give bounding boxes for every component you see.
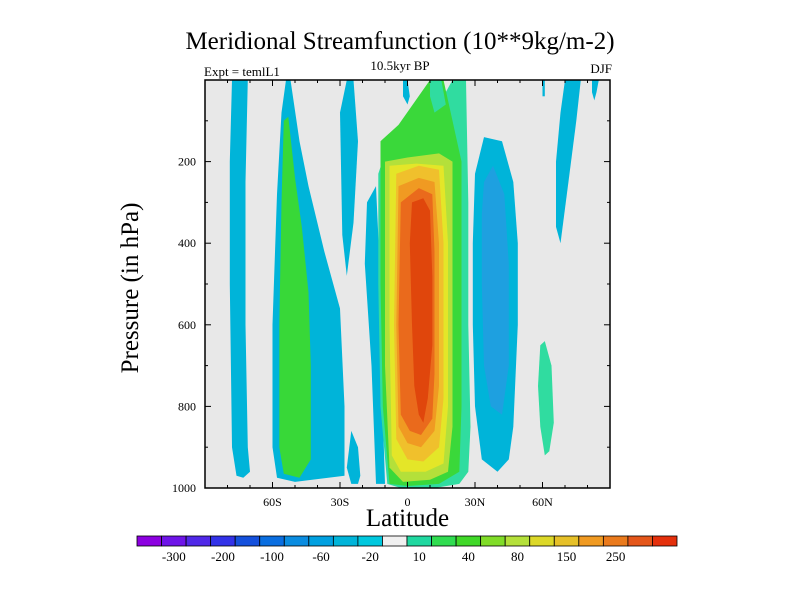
colorbar-swatch <box>406 535 432 547</box>
y-tick-label: 800 <box>178 399 196 413</box>
colorbar-label: 150 <box>557 549 577 564</box>
colorbar-label: -200 <box>211 549 235 564</box>
colorbar-swatch <box>578 535 604 547</box>
contour-band-nh-polar-cap <box>592 80 599 101</box>
y-tick-label: 1000 <box>172 481 196 495</box>
contour-band-nh-polar <box>556 80 581 244</box>
experiment-label: Expt = temlL1 <box>204 64 280 79</box>
season-label: DJF <box>590 61 612 76</box>
colorbar-label: -300 <box>162 549 186 564</box>
colorbar-swatch <box>357 535 383 547</box>
colorbar-swatch <box>185 535 212 547</box>
colorbar-label: 80 <box>511 549 524 564</box>
x-axis-label: Latitude <box>365 505 450 532</box>
axes: 60S 30S 0 30N 60N 200 400 600 800 1000 <box>172 79 611 509</box>
x-tick-label: 0 <box>405 495 411 509</box>
colorbar-swatch <box>602 535 629 547</box>
colorbar-swatch <box>161 535 187 547</box>
contour-band-top-strip-2 <box>430 80 446 113</box>
colorbar-label: 40 <box>462 549 475 564</box>
contour-band-top-strip-1 <box>403 80 410 105</box>
colorbar-swatch <box>553 535 580 547</box>
colorbar-swatch <box>210 535 236 547</box>
contour-band-nh-polar-sliver <box>542 80 545 97</box>
colorbar-swatch <box>627 535 653 547</box>
x-tick-label: 30N <box>465 495 486 509</box>
colorbar-swatch <box>480 535 506 547</box>
plot-area <box>205 80 610 488</box>
colorbar: -300 -200 -100 -60 -20 10 40 80 150 250 <box>136 535 678 564</box>
x-tick-label: 60S <box>263 495 282 509</box>
colorbar-label: -20 <box>362 549 379 564</box>
colorbar-label: 250 <box>606 549 626 564</box>
colorbar-swatch <box>431 535 457 547</box>
contour-band-sh-ferrel-core <box>279 116 311 478</box>
contour-band-sh-lower-lobe <box>346 430 361 484</box>
colorbar-swatch <box>332 535 359 547</box>
colorbar-swatch <box>308 535 334 547</box>
colorbar-swatch <box>382 535 408 547</box>
colorbar-swatch <box>259 535 285 547</box>
colorbar-swatch <box>504 535 531 547</box>
contour-band-nh-lower-lobe <box>538 341 554 456</box>
chart-subtitle: 10.5kyr BP <box>370 58 430 73</box>
colorbar-label: -100 <box>260 549 284 564</box>
y-tick-label: 600 <box>178 318 196 332</box>
colorbar-label: 10 <box>413 549 426 564</box>
colorbar-swatch <box>652 535 678 547</box>
contour-band-sh-outer-cell <box>229 80 250 478</box>
colorbar-swatch <box>234 535 261 547</box>
contour-band-nh-ferrel-core <box>481 165 509 415</box>
colorbar-swatch <box>283 535 310 547</box>
colorbar-swatch <box>529 535 555 547</box>
y-tick-label: 400 <box>178 236 196 250</box>
chart-title: Meridional Streamfunction (10**9kg/m-2) <box>185 28 615 55</box>
colorbar-swatch <box>455 535 482 547</box>
colorbar-label: -60 <box>312 549 329 564</box>
contour-band-sh-hadley-edge <box>364 186 385 484</box>
x-tick-label: 60N <box>532 495 553 509</box>
x-tick-label: 30S <box>331 495 350 509</box>
y-tick-label: 200 <box>178 155 196 169</box>
colorbar-swatch <box>136 535 162 547</box>
contour-band-hadley-level-250 <box>409 198 433 423</box>
contour-band-sh-mid-lobe <box>340 80 358 276</box>
